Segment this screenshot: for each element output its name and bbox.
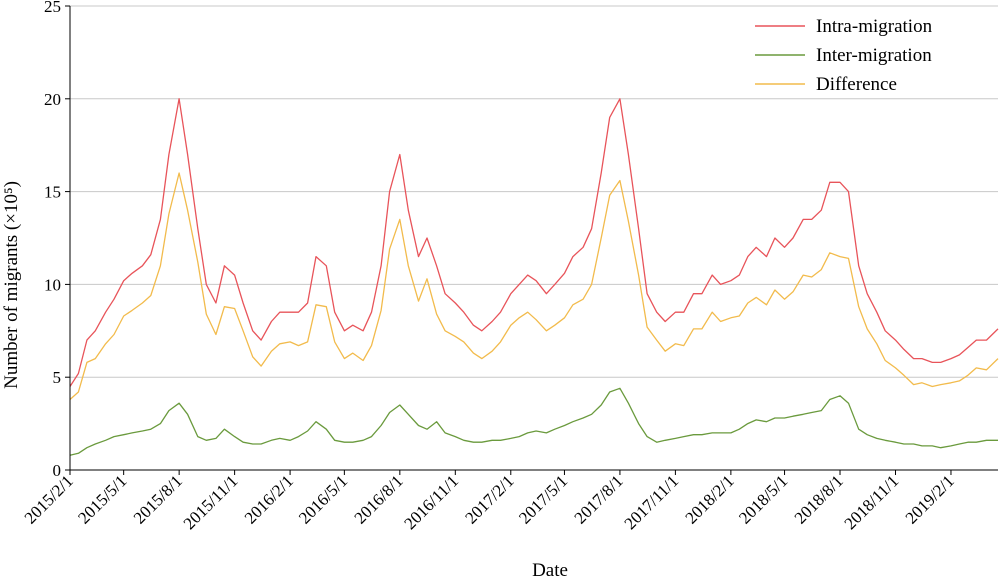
x-tick-label: 2015/11/1: [180, 471, 242, 533]
x-tick-label: 2018/2/1: [682, 471, 738, 527]
x-tick-label: 2016/8/1: [350, 471, 406, 527]
y-tick-label: 0: [53, 461, 62, 480]
x-tick-label: 2018/8/1: [791, 471, 847, 527]
y-tick-label: 25: [44, 0, 61, 16]
legend-label: Inter-migration: [816, 45, 932, 66]
x-tick-label: 2016/11/1: [400, 471, 462, 533]
x-tick-label: 2016/2/1: [241, 471, 297, 527]
y-tick-label: 20: [44, 90, 61, 109]
x-tick-label: 2015/5/1: [74, 471, 130, 527]
x-axis-title: Date: [532, 560, 568, 578]
axes: [69, 6, 998, 471]
legend: Intra-migration Inter-migration Difference: [755, 16, 933, 95]
x-tick-label: 2015/8/1: [130, 471, 186, 527]
y-tick-label: 5: [53, 368, 62, 387]
x-tick-label: 2018/11/1: [841, 471, 903, 533]
x-tick-label: 2015/2/1: [21, 471, 77, 527]
y-axis-title: Number of migrants (×10⁵): [1, 181, 22, 389]
gridlines: [70, 5, 998, 378]
series-line-3: [69, 172, 999, 400]
x-tick-label: 2017/5/1: [515, 471, 571, 527]
y-tick-labels: 0 5 10 15 20 25: [44, 0, 70, 480]
x-tick-label: 2017/2/1: [461, 471, 517, 527]
y-tick-label: 15: [44, 183, 61, 202]
x-tick-label: 2017/8/1: [571, 471, 627, 527]
legend-label: Difference: [816, 74, 897, 95]
series-lines: [69, 98, 999, 456]
x-tick-label: 2019/2/1: [902, 471, 958, 527]
legend-label: Intra-migration: [816, 16, 933, 37]
x-tick-label: 2017/11/1: [620, 471, 682, 533]
x-tick-label: 2016/5/1: [295, 471, 351, 527]
series-line-2: [69, 387, 998, 456]
series-line-1: [69, 98, 999, 387]
x-tick-label: 2018/5/1: [735, 471, 791, 527]
y-tick-label: 10: [44, 275, 61, 294]
